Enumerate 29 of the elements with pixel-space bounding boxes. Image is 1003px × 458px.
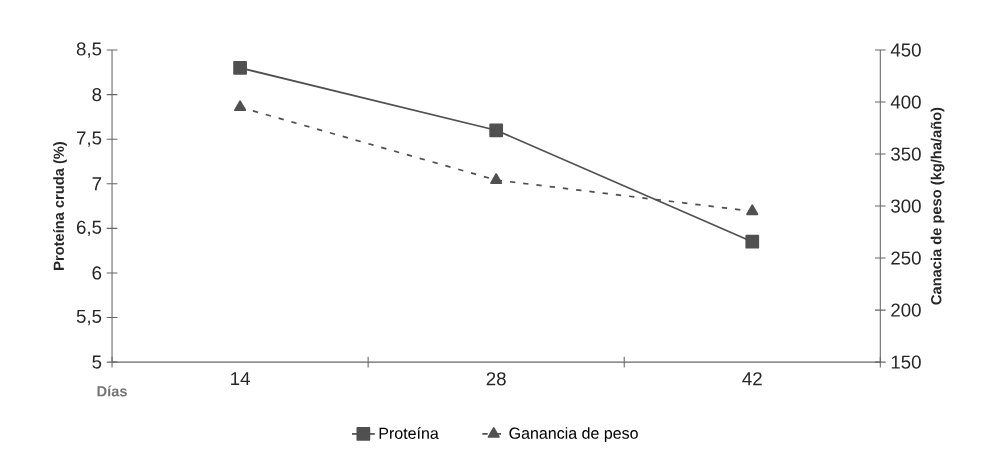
y2-tick-label: 400 [890, 95, 921, 109]
y2-axis-title: Canacia de peso (kg/ha/año) [930, 107, 945, 305]
y-tick-label: 6 [92, 266, 102, 280]
point [234, 100, 247, 112]
y-tick-label: 7,5 [76, 131, 102, 147]
y2-tick-label: 150 [891, 355, 921, 369]
x-tick-label: 42 [742, 372, 762, 386]
y2-tick-label: 250 [891, 251, 921, 265]
point [745, 234, 760, 249]
y-tick-label: 7 [92, 177, 102, 191]
x-tick-label: 14 [231, 372, 250, 385]
legend-label: Proteína [379, 426, 439, 439]
y2-tick-label: 350 [891, 147, 921, 161]
y2-tick-label: 200 [891, 303, 921, 317]
x-tick-label: 28 [486, 372, 506, 386]
point [746, 204, 759, 216]
point [490, 173, 503, 184]
y-tick-label: 5,5 [76, 309, 102, 326]
y-tick-label: 5 [92, 355, 102, 369]
y2-tick-label: 450 [890, 43, 921, 57]
y-tick-label: 8 [92, 87, 102, 102]
legend-label: Ganancia de peso [509, 427, 638, 442]
y-tick-label: 8,5 [76, 42, 102, 58]
y2-tick-label: 300 [891, 199, 921, 213]
y-axis-title: Proteína cruda (%) [53, 141, 67, 270]
point [233, 60, 247, 75]
point [489, 123, 504, 138]
x-axis-title: Días [97, 385, 127, 397]
y-tick-label: 6,5 [76, 220, 102, 236]
